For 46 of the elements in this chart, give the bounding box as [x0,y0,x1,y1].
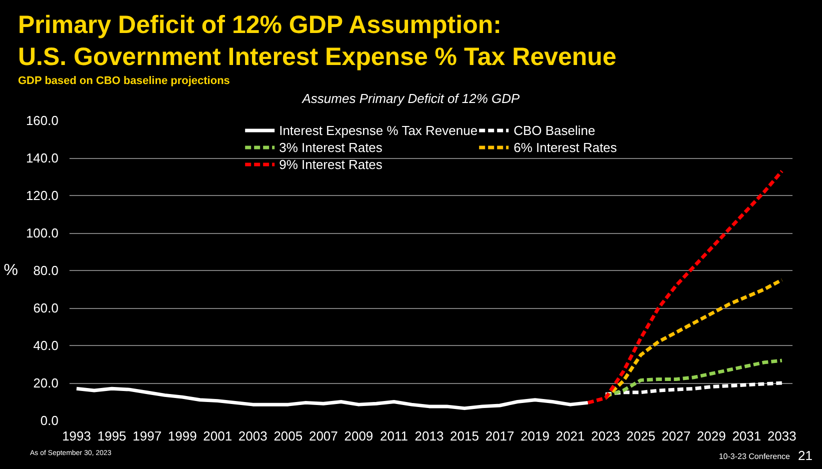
x-tick-label: 1999 [168,428,197,444]
x-tick-label: 1997 [132,428,162,444]
y-tick-label: 20.0 [33,376,59,390]
x-tick-label: 1995 [97,428,126,444]
chart-title: Primary Deficit of 12% GDP Assumption: [18,10,502,41]
legend-label: 3% Interest Rates [279,139,382,155]
legend-label: Interest Expesnse % Tax Revenue [279,122,478,138]
y-tick-label: 140.0 [26,150,59,166]
x-tick-label: 2033 [767,428,796,444]
line-series [604,381,784,396]
x-tick-label: 2021 [556,428,585,444]
x-tick-label: 2029 [696,428,726,444]
x-tick-label: 2011 [380,428,408,444]
y-tick-label: 120.0 [26,188,59,203]
text: 10-3-23 Conference [718,451,790,462]
x-tick-label: 2023 [591,428,620,444]
text: 21 [798,447,812,465]
y-tick-label: 160.0 [26,113,59,128]
legend-label: 9% Interest Rates [279,156,382,172]
x-tick-label: 2005 [274,428,303,444]
x-tick-label: 2015 [450,428,479,444]
line-series [586,169,784,404]
x-tick-label: 1993 [62,428,92,444]
x-tick-label: 2027 [662,428,691,444]
legend-label: CBO Baseline [514,122,596,138]
chart-subtitle: U.S. Government Interest Expense % Tax Revenue [18,42,616,73]
y-tick-label: 80.0 [33,263,59,278]
y-tick-label: 0.0 [40,413,59,428]
line-series [604,358,784,398]
x-tick-label: 2025 [626,428,656,444]
y-axis-title: % [4,262,18,279]
text: GDP based on CBO baseline projections [18,74,230,89]
text: Assumes Primary Deficit of 12% GDP [302,90,520,108]
x-tick-label: 2001 [203,428,232,444]
x-tick-label: 2031 [732,428,762,444]
x-tick-label: 2017 [485,428,514,444]
line-series [74,386,590,410]
y-tick-label: 40.0 [33,338,59,353]
x-tick-label: 2007 [308,428,338,444]
x-tick-label: 2003 [238,428,268,444]
y-tick-label: 60.0 [33,300,59,316]
y-tick-label: 100.0 [26,226,59,240]
legend-label: 6% Interest Rates [514,139,617,155]
x-tick-label: 2019 [520,428,550,444]
x-tick-label: 2013 [414,428,444,444]
x-tick-label: 2009 [344,428,374,444]
